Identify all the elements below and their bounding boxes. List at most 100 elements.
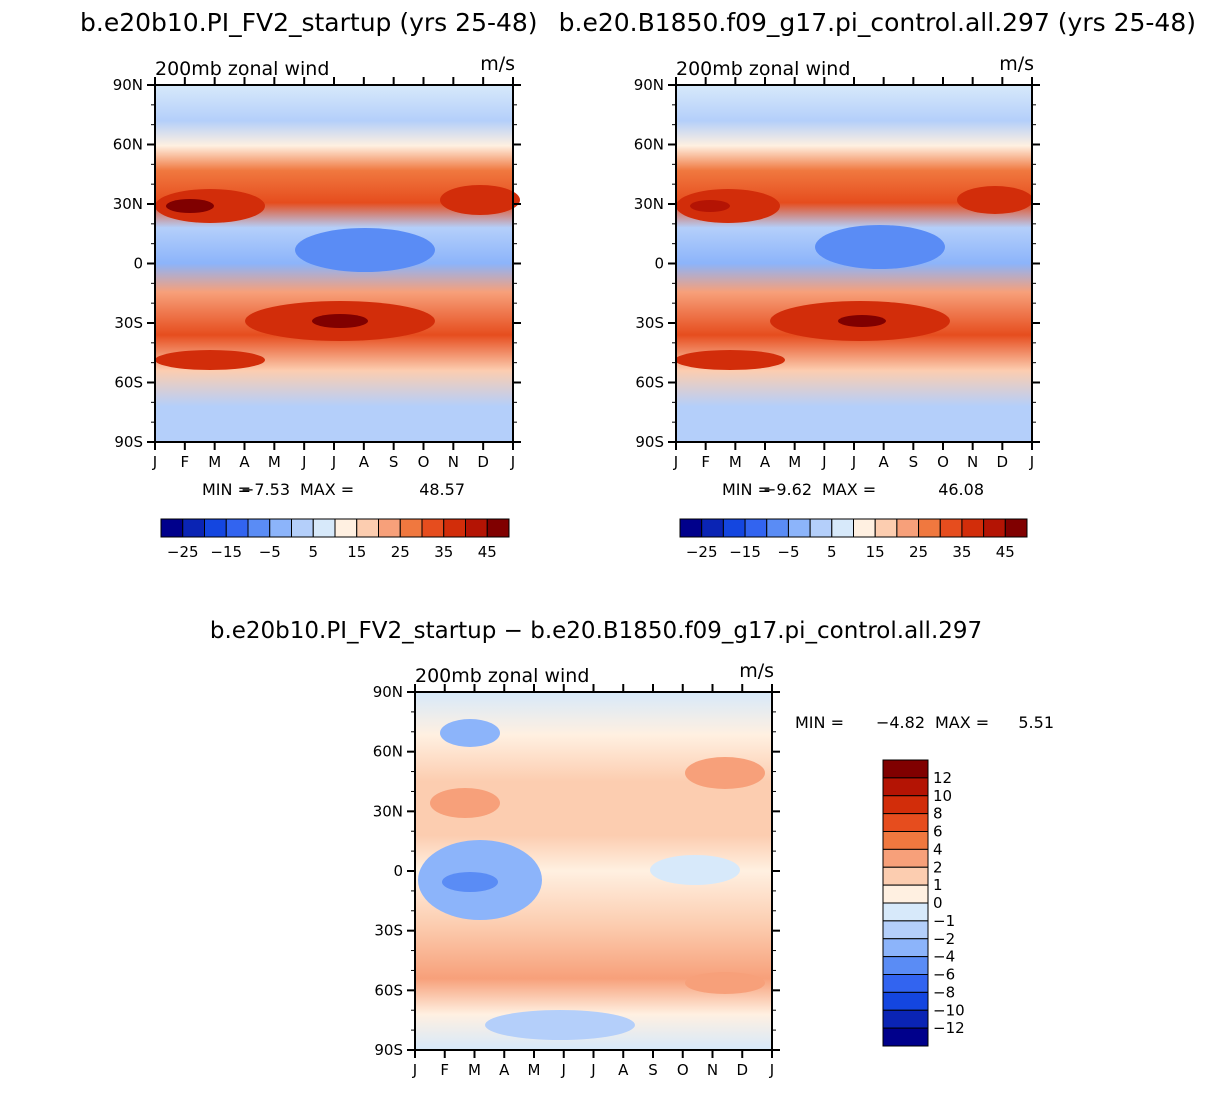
diff-colorbar-box (882, 956, 929, 975)
left-colorbar-box (269, 518, 292, 538)
diff-colorbar-label: −10 (933, 1001, 965, 1019)
diff-xtick-label: M (468, 1061, 481, 1079)
left-max-value: 48.57 (419, 480, 465, 499)
right-min-value: −9.62 (763, 480, 812, 499)
diff-xtick-label: F (440, 1061, 449, 1079)
left-colorbar-box (399, 518, 423, 538)
diff-ytick-label: 90N (373, 683, 403, 701)
left-colorbar-label: −5 (259, 543, 281, 561)
right-colorbar-label: 45 (996, 543, 1015, 561)
right-colorbar-box (1004, 518, 1028, 538)
diff-xtick-label: M (528, 1061, 541, 1079)
diff-colorbar-box (882, 866, 929, 886)
diff-colorbar-label: 0 (933, 894, 943, 912)
left-heatmap-panel: 200mb zonal wind m/s 90N 60N 30N 0 30S 60S 90S… (113, 53, 521, 561)
left-xtick-label: J (510, 453, 515, 471)
left-colorbar-box (204, 518, 227, 538)
left-colorbar-label: 25 (391, 543, 410, 561)
left-min-value: −7.53 (241, 480, 290, 499)
left-colorbar-box (247, 518, 271, 538)
diff-colorbar-label: 4 (933, 840, 943, 858)
left-xtick-label: J (331, 453, 336, 471)
left-colorbar-label: 35 (434, 543, 453, 561)
diff-ytick-label: 60N (373, 743, 403, 761)
diff-colorbar-label: 12 (933, 769, 952, 787)
diff-colorbar-label: 2 (933, 858, 943, 876)
diff-colorbar-box (882, 831, 929, 850)
diff-min-value: −4.82 (876, 713, 925, 732)
left-colorbar: −25 −15 −5 5 15 25 35 45 (160, 518, 510, 561)
right-colorbar-box (809, 518, 833, 538)
right-colorbar-box (831, 518, 854, 538)
left-xtick-label: S (389, 453, 399, 471)
diff-colorbar-label: −2 (933, 930, 955, 948)
left-xtick-label: D (477, 453, 489, 471)
left-colorbar-box (465, 518, 488, 538)
left-colorbar-label: 15 (347, 543, 366, 561)
diff-colorbar-label: −12 (933, 1019, 965, 1037)
right-xtick-label: M (729, 453, 742, 471)
diff-colorbar-box (882, 938, 929, 958)
right-max-label: MAX = (822, 480, 876, 499)
right-colorbar-box (787, 518, 811, 538)
right-xtick-label: N (967, 453, 978, 471)
left-easterlies (295, 228, 435, 272)
right-plot-title: 200mb zonal wind (676, 58, 850, 80)
left-colorbar-box (160, 518, 184, 538)
diff-plot-title: 200mb zonal wind (415, 665, 589, 687)
right-colorbar-label: 25 (909, 543, 928, 561)
diff-max-value: 5.51 (1018, 713, 1054, 732)
right-ytick-label: 90S (635, 433, 664, 451)
left-max-label: MAX = (300, 480, 354, 499)
right-colorbar-box (896, 518, 920, 538)
diff-pos-anomaly-nh (430, 788, 500, 818)
right-colorbar-box (853, 518, 876, 538)
right-ytick-label: 30N (634, 195, 664, 213)
right-colorbar-label: −5 (777, 543, 799, 561)
right-ytick-label: 60N (634, 136, 664, 154)
left-colorbar-box (312, 518, 336, 538)
left-colorbar-box (486, 518, 510, 538)
right-xtick-label: J (1029, 453, 1034, 471)
diff-xtick-label: J (769, 1061, 774, 1079)
diff-colorbar-box (882, 884, 929, 904)
diff-xtick-label: A (618, 1061, 629, 1079)
left-xtick-label: M (268, 453, 281, 471)
left-jet-max-nh (166, 199, 214, 213)
left-ytick-label: 60N (113, 136, 143, 154)
left-colorbar-label: 5 (308, 543, 318, 561)
diff-units-label: m/s (739, 660, 774, 682)
left-colorbar-box (443, 518, 466, 538)
right-easterlies (815, 225, 945, 269)
diff-colorbar-box (882, 795, 929, 815)
left-colorbar-box (182, 518, 205, 538)
right-xtick-label: M (788, 453, 801, 471)
diff-colorbar-label: 8 (933, 805, 943, 823)
diff-xtick-label: D (736, 1061, 748, 1079)
diff-min-label: MIN = (795, 713, 844, 732)
left-ytick-label: 0 (133, 255, 143, 273)
right-colorbar-box (983, 518, 1006, 538)
right-colorbar: −25 −15 −5 5 15 25 35 45 (679, 518, 1028, 561)
right-xtick-label: J (673, 453, 678, 471)
diff-colorbar-label: −6 (933, 966, 955, 984)
left-xtick-label: A (359, 453, 370, 471)
diff-ytick-label: 90S (374, 1041, 403, 1059)
right-jet-max-nh (690, 200, 730, 212)
right-xtick-label: F (701, 453, 710, 471)
right-xtick-label: O (937, 453, 949, 471)
right-xtick-label: J (851, 453, 856, 471)
diff-xtick-label: J (590, 1061, 595, 1079)
left-ytick-label: 30S (114, 314, 143, 332)
right-colorbar-box (918, 518, 941, 538)
left-ytick-label: 90N (113, 76, 143, 94)
diff-pos-anomaly-nh-dec (685, 757, 765, 789)
right-jet-max-sh (838, 315, 886, 327)
right-jet-sh-south (675, 350, 785, 370)
right-ytick-label: 60S (635, 374, 664, 392)
diff-neg-anomaly-nh (440, 719, 500, 747)
right-colorbar-label: 35 (952, 543, 971, 561)
